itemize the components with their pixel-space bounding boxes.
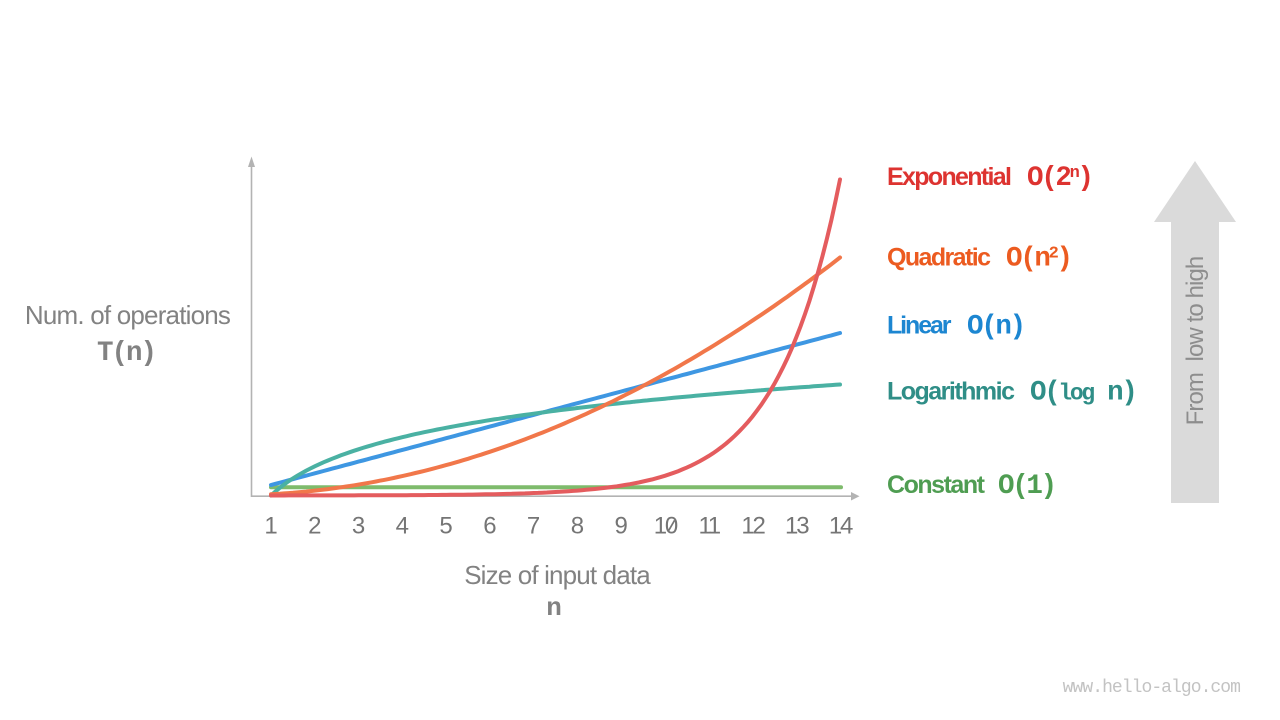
svg-text:2: 2 xyxy=(308,513,321,540)
svg-text:6: 6 xyxy=(483,513,496,540)
svg-text:n: n xyxy=(546,593,562,623)
svg-text:Constant: Constant xyxy=(887,471,986,499)
svg-text:10: 10 xyxy=(654,513,678,540)
svg-text:Logarithmic: Logarithmic xyxy=(887,378,1015,406)
svg-text:12: 12 xyxy=(741,513,765,540)
svg-text:14: 14 xyxy=(829,513,853,540)
svg-text:Linear: Linear xyxy=(887,311,952,339)
svg-text:1: 1 xyxy=(264,513,277,540)
svg-text:O(n): O(n) xyxy=(967,311,1024,342)
svg-text:Quadratic: Quadratic xyxy=(887,243,991,271)
svg-text:O(1): O(1) xyxy=(998,471,1055,502)
svg-text:5: 5 xyxy=(439,513,452,540)
svg-text:7: 7 xyxy=(527,513,540,540)
svg-text:4: 4 xyxy=(396,513,409,540)
svg-text:13: 13 xyxy=(785,513,809,540)
svg-text:3: 3 xyxy=(352,513,365,540)
svg-text:www.hello-algo.com: www.hello-algo.com xyxy=(1063,678,1240,698)
svg-text:Size of input data: Size of input data xyxy=(464,560,651,590)
svg-text:O(log n): O(log n) xyxy=(1030,378,1136,409)
svg-text:O(n2): O(n2) xyxy=(1006,243,1071,274)
svg-text:11: 11 xyxy=(698,513,720,540)
svg-text:O(2n): O(2n) xyxy=(1027,163,1092,194)
svg-text:Num. of operations: Num. of operations xyxy=(25,300,231,330)
svg-text:8: 8 xyxy=(571,513,584,540)
svg-text:T(n): T(n) xyxy=(97,338,155,369)
svg-text:Exponential: Exponential xyxy=(887,163,1011,191)
svg-text:9: 9 xyxy=(615,513,628,540)
svg-text:From low to high: From low to high xyxy=(1182,257,1209,426)
